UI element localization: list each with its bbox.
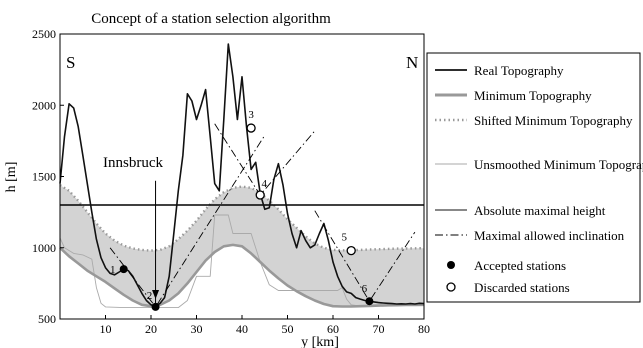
x-tick-label: 20 — [145, 322, 157, 336]
discarded-station-3 — [246, 123, 256, 133]
y-tick-label: 2000 — [32, 98, 56, 112]
legend-absolute-max-height: Absolute maximal height — [474, 203, 606, 218]
station-label-4: 4 — [261, 178, 267, 190]
legend-discarded-swatch — [446, 282, 456, 292]
accepted-station-6 — [365, 297, 374, 306]
y-axis-label: h [m] — [4, 162, 19, 193]
south-label: S — [66, 53, 75, 72]
discarded-station-5 — [346, 245, 356, 256]
legend-accepted-stations: Accepted stations — [474, 258, 566, 273]
accepted-station-1 — [119, 265, 128, 274]
station-label-3: 3 — [248, 109, 254, 121]
y-tick-label: 1000 — [32, 241, 56, 255]
station-label-1: 1 — [110, 264, 116, 276]
x-tick-label: 60 — [327, 322, 339, 336]
x-axis-label: y [km] — [301, 335, 339, 348]
discarded-station-4 — [255, 190, 265, 200]
y-tick-label: 2500 — [32, 27, 56, 41]
x-tick-label: 50 — [282, 322, 294, 336]
innsbruck-label: Innsbruck — [103, 155, 163, 171]
chart-title: Concept of a station selection algorithm — [91, 11, 331, 27]
station-label-6: 6 — [362, 283, 368, 295]
inclination-line-3 — [314, 210, 416, 303]
x-tick-label: 30 — [191, 322, 203, 336]
legend-discarded-stations: Discarded stations — [474, 280, 570, 295]
series-minimum-topography — [59, 243, 425, 308]
legend-shifted-minimum: Shifted Minimum Topography — [474, 113, 633, 128]
y-tick-label: 500 — [38, 312, 56, 326]
x-tick-label: 40 — [236, 322, 248, 336]
legend-accepted-swatch — [447, 261, 455, 269]
legend-unsmoothed-minimum: Unsmoothed Minimum Topography — [474, 157, 643, 172]
plot-area: 1 2 6 3 4 5 10 20 30 40 50 60 70 80 500 1000 1500 2000 25… — [32, 27, 430, 336]
x-tick-label: 70 — [373, 322, 385, 336]
accepted-station-2 — [151, 302, 160, 311]
x-tick-label: 10 — [100, 322, 112, 336]
north-label: N — [406, 53, 418, 72]
y-tick-label: 1500 — [32, 170, 56, 184]
legend-real-topography: Real Topography — [474, 63, 564, 78]
legend-max-inclination: Maximal allowed inclination — [474, 228, 625, 243]
legend: Real Topography Minimum Topography Shift… — [426, 52, 643, 303]
legend-minimum-topography: Minimum Topography — [474, 88, 592, 103]
x-tick-label: 80 — [418, 322, 430, 336]
station-label-2: 2 — [147, 290, 153, 302]
station-label-5: 5 — [341, 232, 347, 244]
innsbruck-arrow-head — [152, 290, 160, 300]
